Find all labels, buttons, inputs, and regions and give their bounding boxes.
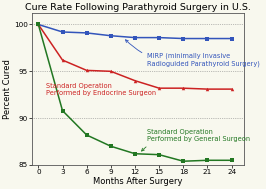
Text: MIRP (minimally Invasive
Radioguided Parathyroid Surgery): MIRP (minimally Invasive Radioguided Par… bbox=[126, 40, 260, 67]
X-axis label: Months After Surgery: Months After Surgery bbox=[93, 177, 182, 186]
Title: Cure Rate Following Parathyroid Surgery in U.S.: Cure Rate Following Parathyroid Surgery … bbox=[25, 3, 251, 12]
Text: Standard Operation
Performed by Endocrine Surgeon: Standard Operation Performed by Endocrin… bbox=[46, 83, 156, 96]
Text: Standard Operation
Performed by General Surgeon: Standard Operation Performed by General … bbox=[142, 129, 250, 151]
Y-axis label: Percent Cured: Percent Cured bbox=[3, 59, 13, 119]
